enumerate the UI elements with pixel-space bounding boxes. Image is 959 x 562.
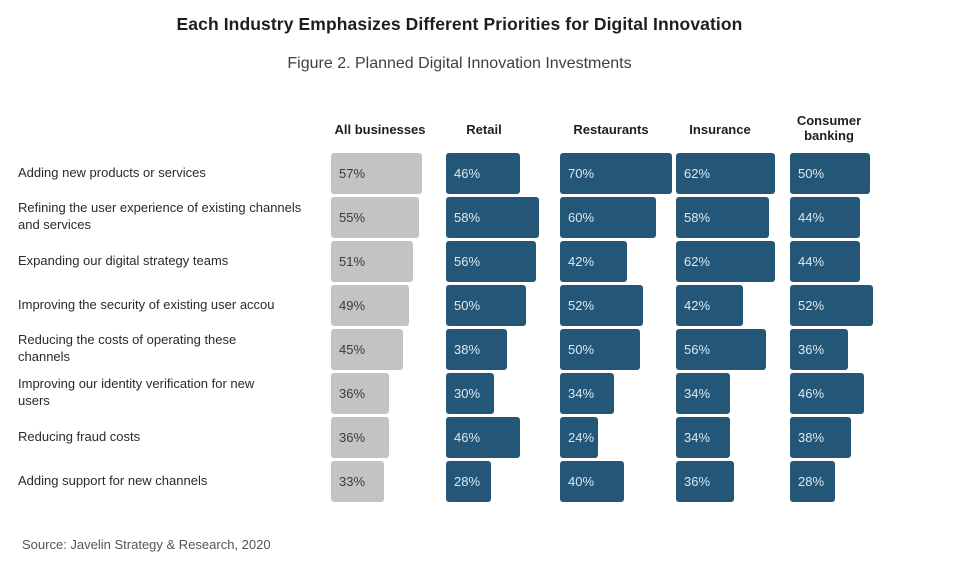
chart-subtitle: Figure 2. Planned Digital Innovation Inv… [287, 55, 632, 72]
bar-value-label: 36% [339, 385, 366, 401]
bar-value-label: 30% [454, 385, 481, 401]
bar-value-label: 38% [798, 429, 825, 445]
bar-value-label: 56% [684, 341, 711, 357]
bar-retail [446, 240, 536, 282]
bar-value-label: 60% [568, 209, 595, 225]
bar-restaurants [560, 372, 614, 414]
bar-value-label: 56% [454, 253, 481, 269]
bar-restaurants [560, 240, 627, 282]
bar-consumer-banking [790, 416, 851, 458]
bar-value-label: 51% [339, 253, 366, 269]
bar-value-label: 28% [798, 473, 825, 489]
bar-restaurants [560, 328, 640, 370]
bar-value-label: 52% [798, 297, 825, 313]
bar-value-label: 46% [798, 385, 825, 401]
bar-retail [446, 152, 520, 194]
bar-consumer-banking [790, 196, 860, 238]
bar-consumer-banking [790, 240, 860, 282]
bar-value-label: 44% [798, 253, 825, 269]
source-note: Source: Javelin Strategy & Research, 202… [22, 537, 271, 552]
bar-value-label: 42% [684, 297, 711, 313]
bar-all-businesses [331, 284, 409, 326]
bar-consumer-banking [790, 460, 835, 502]
bar-consumer-banking [790, 372, 864, 414]
bar-retail [446, 460, 491, 502]
bar-all-businesses [331, 240, 413, 282]
row-label: Expanding our digital strategy teams [18, 252, 229, 268]
bar-restaurants [560, 284, 643, 326]
bar-consumer-banking [790, 284, 873, 326]
bar-value-label: 36% [339, 429, 366, 445]
bar-value-label: 33% [339, 473, 366, 489]
bar-value-label: 34% [684, 429, 711, 445]
bar-all-businesses [331, 416, 389, 458]
bar-insurance [676, 196, 769, 238]
bar-value-label: 50% [454, 297, 481, 313]
bar-value-label: 46% [454, 429, 481, 445]
bar-value-label: 44% [798, 209, 825, 225]
bar-restaurants [560, 416, 598, 458]
bar-value-label: 45% [339, 341, 366, 357]
bar-restaurants [560, 196, 656, 238]
row-label: Reducing the costs of operating these ch… [18, 332, 237, 364]
bar-value-label: 62% [684, 165, 711, 181]
bar-value-label: 46% [454, 165, 481, 181]
row-label: Improving the security of existing user … [18, 296, 275, 312]
bar-consumer-banking [790, 152, 870, 194]
bar-all-businesses [331, 196, 419, 238]
bar-insurance [676, 372, 730, 414]
row-label: Adding new products or services [18, 164, 206, 180]
bar-retail [446, 284, 526, 326]
bar-insurance [676, 460, 734, 502]
bar-value-label: 50% [568, 341, 595, 357]
bar-value-label: 55% [339, 209, 366, 225]
chart-title: Each Industry Emphasizes Different Prior… [176, 14, 743, 34]
bar-value-label: 58% [454, 209, 481, 225]
bar-insurance [676, 416, 730, 458]
bar-all-businesses [331, 372, 389, 414]
bar-value-label: 28% [454, 473, 481, 489]
bar-value-label: 42% [568, 253, 595, 269]
bar-restaurants [560, 460, 624, 502]
bar-all-businesses [331, 328, 403, 370]
bar-value-label: 24% [568, 429, 595, 445]
bar-retail [446, 328, 507, 370]
bar-insurance [676, 328, 766, 370]
bar-value-label: 62% [684, 253, 711, 269]
bar-value-label: 36% [798, 341, 825, 357]
bar-insurance [676, 152, 775, 194]
column-header-insurance: Insurance [689, 122, 751, 137]
column-header-all-businesses: All businesses [334, 122, 426, 137]
bar-retail [446, 196, 539, 238]
bar-all-businesses [331, 460, 384, 502]
row-label: Improving our identity verification for … [18, 376, 255, 408]
column-header-retail: Retail [466, 122, 502, 137]
column-header-restaurants: Restaurants [573, 122, 649, 137]
bar-value-label: 34% [568, 385, 595, 401]
bar-value-label: 49% [339, 297, 366, 313]
bar-all-businesses [331, 152, 422, 194]
bar-value-label: 70% [568, 165, 595, 181]
bar-retail [446, 372, 494, 414]
row-label: Adding support for new channels [18, 472, 208, 488]
bar-value-label: 38% [454, 341, 481, 357]
bar-value-label: 57% [339, 165, 366, 181]
bar-value-label: 50% [798, 165, 825, 181]
bar-restaurants [560, 152, 672, 194]
bar-consumer-banking [790, 328, 848, 370]
bar-value-label: 58% [684, 209, 711, 225]
row-label: Reducing fraud costs [18, 428, 141, 444]
bar-value-label: 52% [568, 297, 595, 313]
bar-value-label: 34% [684, 385, 711, 401]
column-header-consumer-banking: Consumer banking [796, 113, 862, 143]
bar-retail [446, 416, 520, 458]
row-label: Refining the user experience of existing… [18, 200, 302, 232]
bar-insurance [676, 284, 743, 326]
bar-value-label: 40% [568, 473, 595, 489]
bar-insurance [676, 240, 775, 282]
bar-value-label: 36% [684, 473, 711, 489]
